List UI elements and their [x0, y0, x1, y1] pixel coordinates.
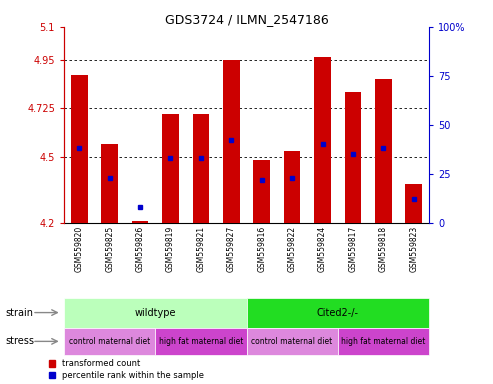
Bar	[375, 79, 391, 223]
FancyBboxPatch shape	[246, 298, 429, 328]
Bar	[193, 114, 209, 223]
Text: wildtype: wildtype	[135, 308, 176, 318]
Text: high fat maternal diet: high fat maternal diet	[159, 337, 243, 346]
Text: Cited2-/-: Cited2-/-	[317, 308, 359, 318]
FancyBboxPatch shape	[155, 328, 246, 355]
FancyBboxPatch shape	[64, 298, 246, 328]
Legend: transformed count, percentile rank within the sample: transformed count, percentile rank withi…	[48, 359, 204, 380]
Text: strain: strain	[5, 308, 33, 318]
Bar	[345, 92, 361, 223]
FancyBboxPatch shape	[246, 328, 338, 355]
Text: control maternal diet: control maternal diet	[69, 337, 150, 346]
Title: GDS3724 / ILMN_2547186: GDS3724 / ILMN_2547186	[165, 13, 328, 26]
Text: stress: stress	[5, 336, 34, 346]
FancyBboxPatch shape	[338, 328, 429, 355]
Bar	[71, 75, 88, 223]
Bar	[284, 151, 300, 223]
Bar	[102, 144, 118, 223]
Text: control maternal diet: control maternal diet	[251, 337, 333, 346]
FancyBboxPatch shape	[64, 328, 155, 355]
Bar	[162, 114, 179, 223]
Bar	[405, 184, 422, 223]
Bar	[223, 60, 240, 223]
Bar	[132, 220, 148, 223]
Bar	[253, 160, 270, 223]
Text: high fat maternal diet: high fat maternal diet	[341, 337, 425, 346]
Bar	[314, 57, 331, 223]
